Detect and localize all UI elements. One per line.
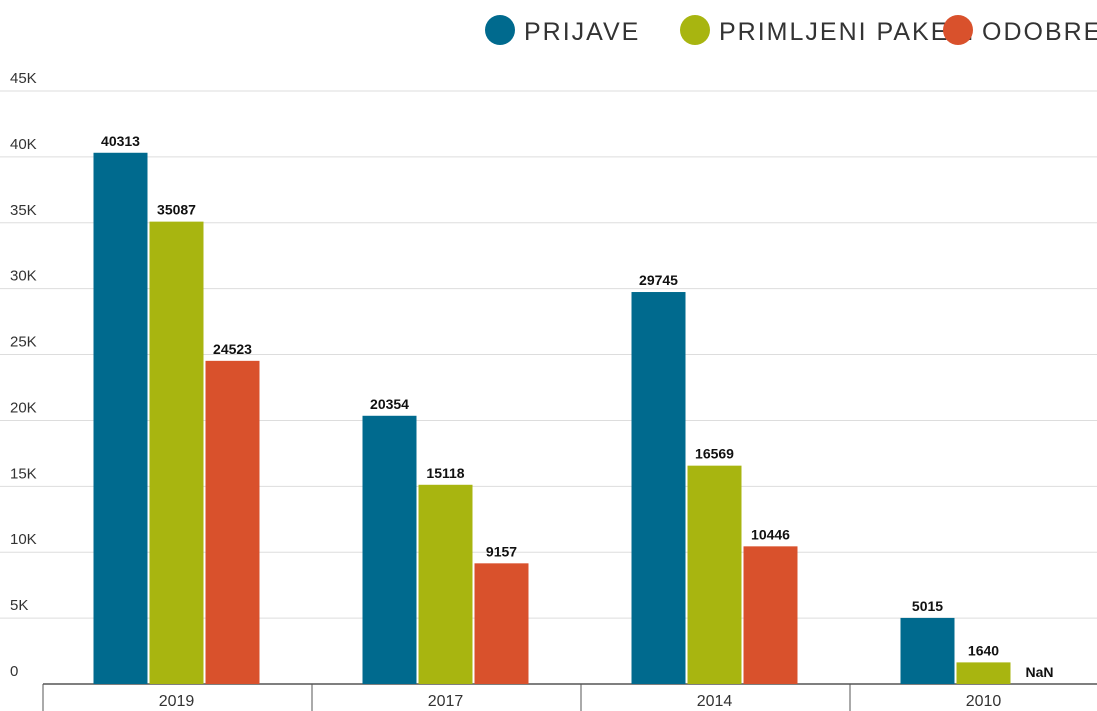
value-label: 15118 bbox=[426, 465, 464, 481]
y-tick-label: 15K bbox=[10, 465, 37, 482]
y-tick-label: 40K bbox=[10, 136, 37, 153]
bar bbox=[687, 465, 742, 684]
value-label: 5015 bbox=[912, 598, 943, 614]
x-tick-label: 2019 bbox=[159, 693, 195, 710]
y-tick-label: 35K bbox=[10, 202, 37, 219]
bar bbox=[93, 152, 148, 684]
bar bbox=[149, 221, 204, 684]
bar bbox=[205, 360, 260, 684]
y-tick-label: 30K bbox=[10, 268, 37, 285]
legend-label: PRIMLJENI PAKETI bbox=[719, 18, 976, 46]
value-label: 20354 bbox=[370, 396, 409, 412]
x-tick-label: 2017 bbox=[428, 693, 464, 710]
legend-label: PRIJAVE bbox=[524, 18, 640, 46]
value-label: 10446 bbox=[751, 526, 790, 542]
bar bbox=[956, 662, 1011, 684]
legend-swatch bbox=[485, 15, 515, 45]
bar bbox=[474, 563, 529, 684]
legend-label: ODOBRENO bbox=[982, 18, 1097, 46]
value-label: 1640 bbox=[968, 642, 999, 658]
bar bbox=[631, 292, 686, 684]
bar bbox=[362, 415, 417, 684]
bar bbox=[418, 484, 473, 684]
x-tick-label: 2014 bbox=[697, 693, 733, 710]
y-tick-label: 45K bbox=[10, 70, 37, 87]
value-label: 35087 bbox=[157, 202, 196, 218]
y-tick-label: 10K bbox=[10, 531, 37, 548]
value-label: 29745 bbox=[639, 272, 678, 288]
value-label: 40313 bbox=[101, 133, 140, 149]
y-tick-label: 0 bbox=[10, 663, 18, 680]
value-label: 9157 bbox=[486, 543, 517, 559]
y-tick-label: 20K bbox=[10, 399, 37, 416]
value-label: NaN bbox=[1025, 664, 1053, 680]
legend-swatch bbox=[680, 15, 710, 45]
legend-swatch bbox=[943, 15, 973, 45]
bar bbox=[900, 617, 955, 684]
x-tick-label: 2010 bbox=[966, 693, 1002, 710]
y-tick-label: 5K bbox=[10, 597, 28, 614]
value-label: 24523 bbox=[213, 341, 252, 357]
value-label: 16569 bbox=[695, 446, 734, 462]
y-tick-label: 25K bbox=[10, 334, 37, 351]
bar bbox=[743, 546, 798, 684]
